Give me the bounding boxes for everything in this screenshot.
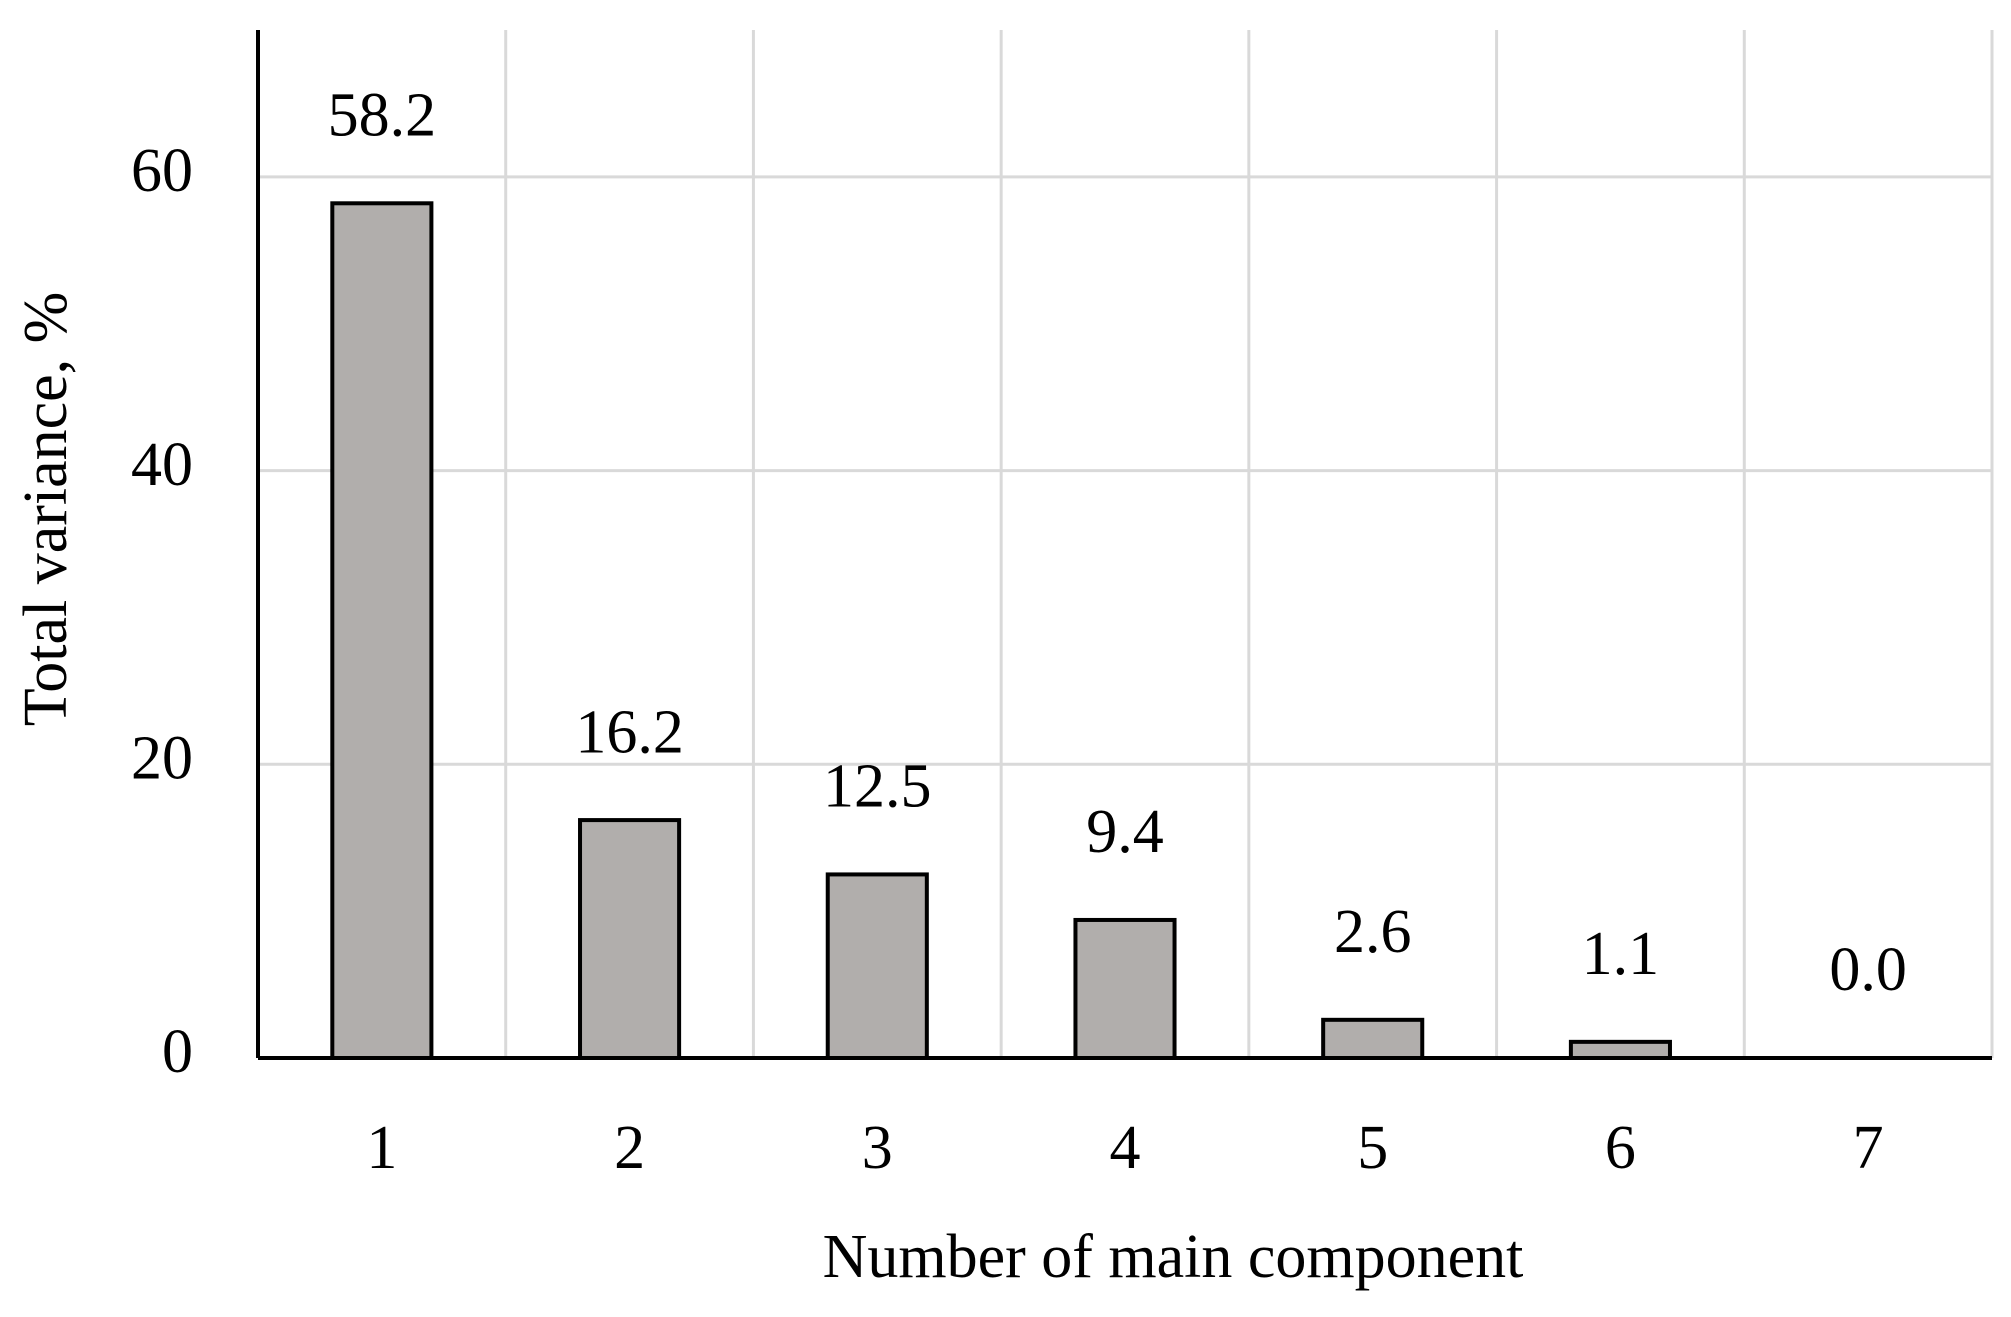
data-label: 16.2 xyxy=(575,698,684,766)
y-tick-label: 40 xyxy=(131,431,193,499)
data-label: 9.4 xyxy=(1086,798,1164,866)
y-tick-label: 20 xyxy=(131,725,193,793)
data-label: 1.1 xyxy=(1582,920,1660,988)
bar xyxy=(825,872,929,1061)
bar xyxy=(330,201,434,1060)
y-axis-title: Total variance, % xyxy=(12,292,80,727)
data-label: 2.6 xyxy=(1334,898,1412,966)
x-tick-label: 3 xyxy=(862,1114,893,1182)
x-tick-label: 7 xyxy=(1853,1114,1884,1182)
data-label: 58.2 xyxy=(328,82,437,150)
data-label: 0.0 xyxy=(1829,936,1907,1004)
y-tick-label: 0 xyxy=(162,1018,193,1086)
bar xyxy=(578,818,682,1060)
x-tick-label: 5 xyxy=(1357,1114,1388,1182)
bar xyxy=(1073,917,1177,1060)
x-tick-label: 2 xyxy=(614,1114,645,1182)
bar xyxy=(1321,1017,1425,1060)
y-tick-label: 60 xyxy=(131,137,193,205)
x-tick-label: 6 xyxy=(1605,1114,1636,1182)
x-axis-title: Number of main component xyxy=(823,1223,1524,1291)
x-tick-label: 4 xyxy=(1110,1114,1141,1182)
bar xyxy=(1568,1039,1672,1060)
x-tick-label: 1 xyxy=(366,1114,397,1182)
data-label: 12.5 xyxy=(823,753,932,821)
